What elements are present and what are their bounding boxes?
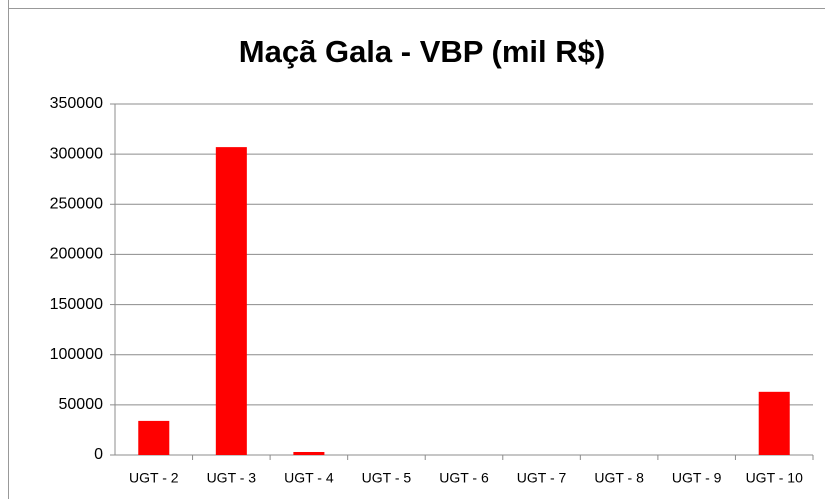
x-tick-label: UGT - 9 xyxy=(672,470,722,486)
x-tick-label: UGT - 10 xyxy=(746,470,804,486)
x-tick-label: UGT - 2 xyxy=(129,470,179,486)
bar xyxy=(758,391,790,455)
bar xyxy=(293,451,325,455)
y-tick-label: 300000 xyxy=(50,145,103,162)
x-tick-label: UGT - 4 xyxy=(284,470,334,486)
chart-title: Maçã Gala - VBP (mil R$) xyxy=(239,34,605,69)
x-tick-label: UGT - 3 xyxy=(207,470,257,486)
x-tick-label: UGT - 7 xyxy=(517,470,567,486)
x-tick-label: UGT - 6 xyxy=(439,470,489,486)
x-tick-label: UGT - 5 xyxy=(362,470,412,486)
y-tick-label: 250000 xyxy=(50,196,103,213)
y-tick-label: 150000 xyxy=(50,296,103,313)
x-tick-label: UGT - 8 xyxy=(594,470,644,486)
y-tick-label: 50000 xyxy=(59,396,104,413)
y-tick-label: 100000 xyxy=(50,346,103,363)
y-tick-label: 200000 xyxy=(50,246,103,263)
y-tick-label: 350000 xyxy=(50,95,103,112)
bar xyxy=(215,147,247,455)
bar xyxy=(138,420,170,455)
y-tick-label: 0 xyxy=(94,446,103,463)
